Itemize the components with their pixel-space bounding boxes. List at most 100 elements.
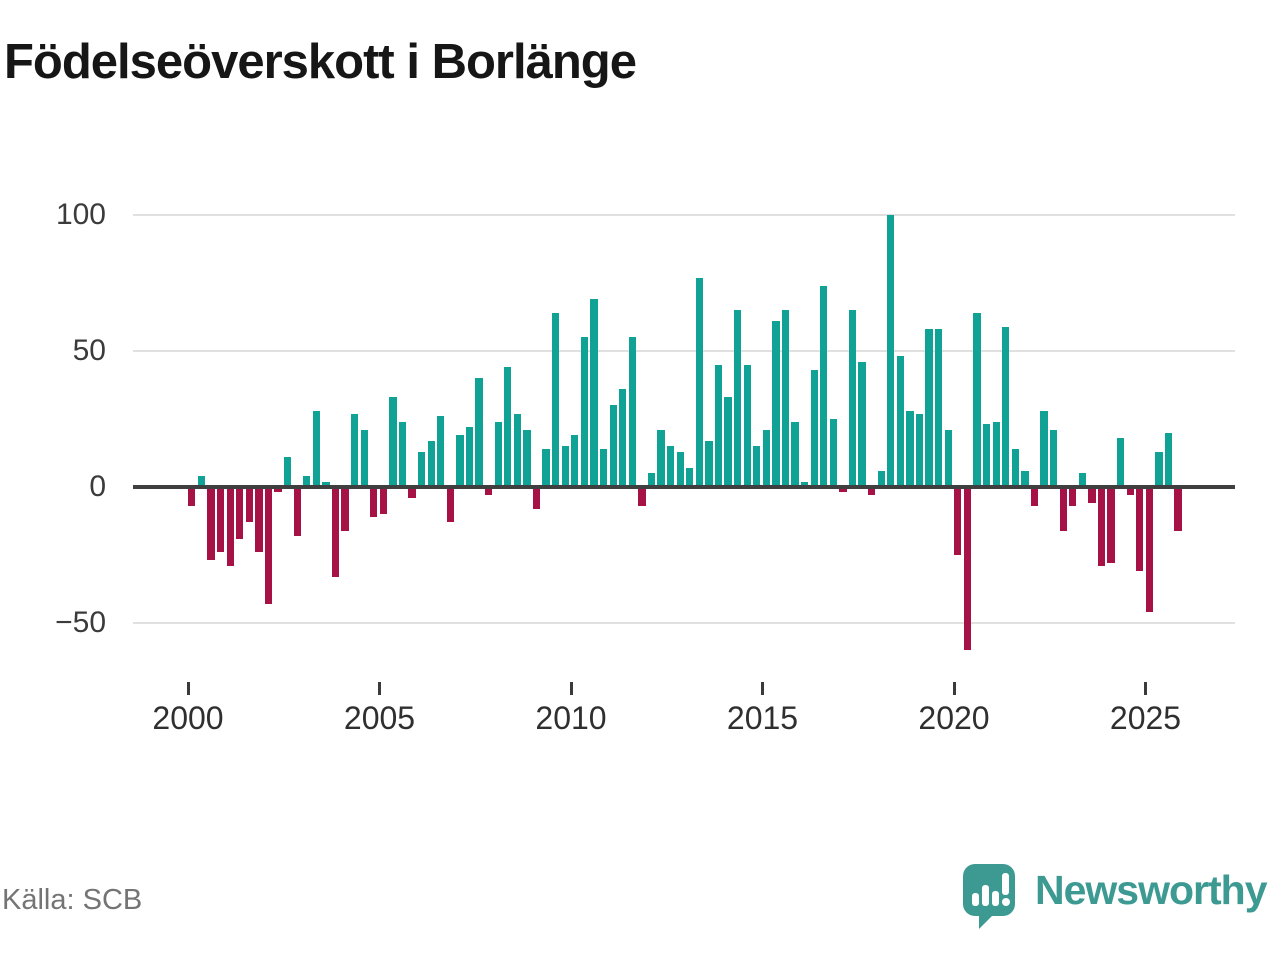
- logo-bar-2: [982, 885, 989, 906]
- bar-2006-Q2: [427, 440, 435, 487]
- y-axis-label-0: 0: [89, 470, 106, 503]
- bar-2019-Q4: [944, 429, 952, 487]
- bar-2015-Q1: [762, 429, 770, 487]
- bar-2016-Q1: [801, 481, 809, 487]
- bar-2007-Q4: [485, 487, 493, 496]
- bar-2025-Q4: [1174, 487, 1182, 531]
- bar-2015-Q2: [772, 321, 780, 487]
- bar-2017-Q1: [839, 487, 847, 493]
- bar-2020-Q2: [963, 487, 972, 651]
- x-tick-2010: [569, 682, 573, 695]
- bar-2014-Q2: [733, 310, 742, 487]
- brand-logo: Newsworthy: [963, 864, 1267, 929]
- bar-2016-Q3: [820, 285, 828, 487]
- bar-2012-Q4: [676, 451, 684, 487]
- bar-2007-Q3: [475, 378, 483, 487]
- logo-exclamation-dot: [1001, 898, 1010, 906]
- bar-2003-Q2: [312, 410, 320, 487]
- bar-2009-Q3: [552, 312, 560, 487]
- bar-2024-Q3: [1126, 487, 1134, 496]
- newsworthy-logo-icon: [963, 864, 1015, 929]
- bar-2023-Q2: [1078, 473, 1086, 487]
- bar-2021-Q2: [1002, 326, 1010, 487]
- bar-2025-Q2: [1155, 451, 1163, 487]
- bar-2008-Q1: [494, 421, 502, 487]
- bar-2004-Q1: [341, 487, 349, 531]
- bar-2008-Q2: [504, 367, 512, 487]
- bar-2009-Q1: [532, 487, 541, 509]
- bar-2006-Q3: [437, 416, 445, 487]
- gridline-0: [133, 485, 1235, 489]
- bar-2015-Q3: [781, 310, 790, 487]
- bar-2016-Q2: [810, 370, 818, 487]
- logo-exclamation-bar: [1002, 873, 1009, 895]
- bar-2002-Q4: [293, 487, 301, 536]
- y-axis-label-50: 50: [72, 334, 106, 367]
- bar-2001-Q3: [245, 487, 253, 523]
- bar-2003-Q3: [322, 481, 330, 487]
- bar-2008-Q4: [523, 429, 531, 487]
- bar-2014-Q4: [753, 446, 761, 487]
- bar-2022-Q4: [1059, 487, 1067, 531]
- bar-2003-Q1: [303, 476, 311, 487]
- gridline--50: [133, 622, 1235, 624]
- bar-2004-Q3: [360, 429, 368, 487]
- bar-2025-Q1: [1145, 487, 1153, 613]
- bar-2007-Q1: [456, 435, 464, 487]
- bar-2015-Q4: [791, 421, 799, 487]
- bar-2005-Q1: [379, 487, 387, 515]
- bar-2011-Q4: [638, 487, 646, 507]
- bar-2012-Q1: [647, 473, 656, 487]
- bar-2011-Q3: [628, 337, 636, 487]
- bar-2010-Q3: [590, 299, 598, 487]
- bar-2018-Q1: [877, 470, 885, 487]
- bar-2020-Q4: [982, 424, 991, 487]
- x-tick-2005: [378, 682, 381, 695]
- bar-2021-Q3: [1011, 448, 1019, 487]
- bar-2012-Q2: [657, 429, 665, 487]
- bar-2020-Q3: [973, 312, 981, 487]
- bar-2008-Q3: [513, 413, 522, 487]
- y-axis-label-100: 100: [55, 198, 106, 231]
- bar-2000-Q2: [197, 476, 206, 487]
- bar-2002-Q1: [264, 487, 273, 604]
- bar-2017-Q2: [848, 310, 857, 487]
- bar-2000-Q4: [216, 487, 225, 553]
- x-tick-2020: [952, 682, 956, 695]
- bar-2004-Q4: [370, 487, 378, 517]
- bar-2024-Q2: [1116, 438, 1125, 487]
- bar-2010-Q4: [599, 448, 608, 487]
- bar-2002-Q3: [283, 457, 292, 487]
- bar-2025-Q3: [1164, 432, 1173, 487]
- bar-2005-Q4: [408, 487, 416, 498]
- bar-2010-Q1: [571, 435, 579, 487]
- bar-2018-Q2: [887, 215, 895, 487]
- bar-2022-Q3: [1049, 429, 1058, 487]
- bar-2022-Q1: [1030, 487, 1039, 507]
- logo-bar-3: [992, 891, 999, 906]
- bar-2016-Q4: [829, 419, 838, 487]
- bar-2000-Q1: [188, 487, 196, 507]
- bar-2000-Q3: [207, 487, 215, 561]
- bar-2019-Q1: [915, 413, 924, 487]
- bar-2018-Q4: [906, 410, 914, 487]
- bar-2001-Q4: [255, 487, 263, 553]
- bar-2011-Q2: [619, 389, 627, 487]
- bar-2017-Q4: [868, 487, 876, 496]
- x-tick-label-2015: 2015: [726, 700, 799, 736]
- bar-2019-Q3: [935, 329, 943, 487]
- bar-2009-Q4: [561, 446, 569, 487]
- x-tick-label-2005: 2005: [343, 700, 416, 736]
- bar-2014-Q3: [743, 364, 751, 487]
- x-tick-2025: [1144, 682, 1147, 695]
- bar-2023-Q4: [1097, 487, 1106, 566]
- x-tick-label-2000: 2000: [152, 700, 224, 736]
- bar-2023-Q3: [1088, 487, 1096, 504]
- bar-2013-Q1: [686, 467, 694, 487]
- bar-2010-Q2: [580, 337, 589, 487]
- bar-2007-Q2: [465, 427, 474, 487]
- x-tick-label-2020: 2020: [918, 700, 990, 736]
- y-axis-label--50: −50: [55, 606, 106, 639]
- bar-2001-Q1: [226, 487, 234, 566]
